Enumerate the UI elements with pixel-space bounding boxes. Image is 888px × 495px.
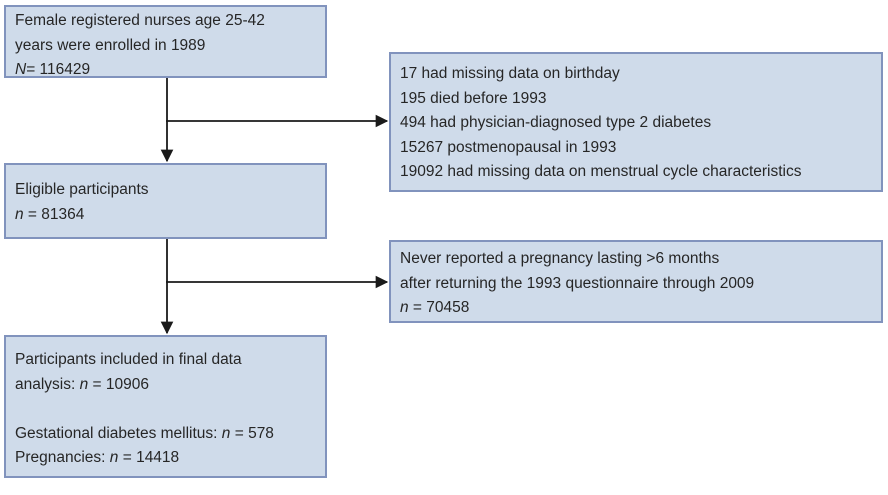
box-exclusions-before-1993: 17 had missing data on birthday 195 died … <box>389 52 883 192</box>
box-exclusions-no-pregnancy: Never reported a pregnancy lasting >6 mo… <box>389 240 883 323</box>
italic-count-symbol: n <box>400 299 409 316</box>
text-segment: 19092 had missing data on menstrual cycl… <box>400 163 802 180</box>
text-segment: years were enrolled in 1989 <box>15 36 206 54</box>
text-segment: Never reported a pregnancy lasting >6 mo… <box>400 250 720 267</box>
box-text-line: Participants included in final data <box>15 348 316 373</box>
box-text-line: after returning the 1993 questionnaire t… <box>400 272 872 297</box>
text-segment: = 10906 <box>88 375 150 393</box>
box-text-line: Female registered nurses age 25-42 <box>15 9 316 34</box>
box-text-line: Never reported a pregnancy lasting >6 mo… <box>400 247 872 272</box>
box-text-line: years were enrolled in 1989 <box>15 34 316 59</box>
text-segment: = 14418 <box>118 449 180 466</box>
text-segment: Gestational diabetes mellitus: <box>15 424 222 442</box>
text-segment: 195 died before 1993 <box>400 89 547 107</box>
box-enrolled-cohort: Female registered nurses age 25-42 years … <box>4 5 327 78</box>
text-segment: after returning the 1993 questionnaire t… <box>400 274 755 292</box>
box-text-line: Pregnancies: n = 14418 <box>15 446 316 471</box>
box-text-line: 15267 postmenopausal in 1993 <box>400 136 872 161</box>
text-segment: Eligible participants <box>15 181 149 198</box>
box-eligible-participants: Eligible participants n = 81364 <box>4 163 327 239</box>
text-segment: = 81364 <box>23 205 85 223</box>
box-text-line: n = 70458 <box>400 296 872 321</box>
text-segment: Pregnancies: <box>15 449 110 466</box>
box-final-analysis: Participants included in final data analy… <box>4 335 327 478</box>
box-text-line: 17 had missing data on birthday <box>400 62 872 87</box>
italic-count-symbol: n <box>79 375 89 393</box>
text-segment: 17 had missing data on birthday <box>400 65 620 82</box>
box-text-line: 19092 had missing data on menstrual cycl… <box>400 160 872 185</box>
italic-count-symbol: n <box>221 424 231 442</box>
box-text-line <box>15 397 316 422</box>
box-text-line: Gestational diabetes mellitus: n = 578 <box>15 422 316 447</box>
box-text-line: 195 died before 1993 <box>400 87 872 112</box>
text-segment: = 578 <box>230 424 274 442</box>
italic-count-symbol: n <box>15 205 24 223</box>
text-segment: = 70458 <box>408 299 470 316</box>
italic-count-symbol: n <box>109 449 119 466</box>
box-text-line: n = 81364 <box>15 203 316 228</box>
box-text-line: 494 had physician-diagnosed type 2 diabe… <box>400 111 872 136</box>
text-segment: Female registered nurses age 25-42 <box>15 12 265 29</box>
text-segment: = 116429 <box>26 61 91 78</box>
box-text-line: analysis: n = 10906 <box>15 373 316 398</box>
text-segment: 494 had physician-diagnosed type 2 diabe… <box>400 114 712 131</box>
text-segment: Participants included in final data <box>15 351 242 368</box>
italic-count-symbol: N <box>15 61 27 78</box>
box-text-line: Eligible participants <box>15 178 316 203</box>
text-segment: analysis: <box>15 375 80 393</box>
box-text-line: N= 116429 <box>15 58 316 83</box>
text-segment: 15267 postmenopausal in 1993 <box>400 138 617 156</box>
